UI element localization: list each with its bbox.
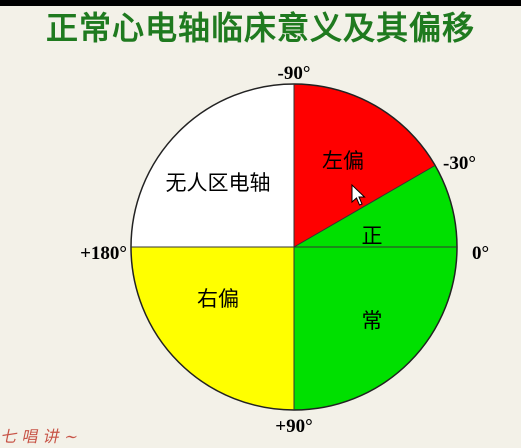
label-left-deviation: 左偏 [322, 149, 364, 173]
watermark-logo: 七 唱 讲 ~ [0, 427, 81, 446]
axis-label-minus-30: -30° [443, 153, 476, 174]
minus-30-line [293, 165, 436, 248]
top-bar [0, 0, 521, 6]
mouse-cursor-icon [351, 183, 366, 206]
sector-no-mans-land [131, 84, 294, 247]
sector-normal [294, 165, 457, 410]
axis-label-plus-90: +90° [275, 416, 312, 437]
sector-right-deviation [131, 247, 294, 410]
label-normal-2: 常 [362, 309, 383, 333]
label-normal-1: 正 [362, 224, 383, 248]
slide-title: 正常心电轴临床意义及其偏移 [45, 9, 475, 47]
axis-label-minus-90: -90° [278, 63, 311, 84]
axis-label-zero: 0° [472, 243, 489, 264]
label-right-deviation: 右偏 [197, 287, 239, 311]
axis-label-plus-180: +180° [80, 243, 127, 264]
label-no-mans-land: 无人区电轴 [166, 171, 271, 195]
sector-left-deviation [294, 84, 435, 247]
